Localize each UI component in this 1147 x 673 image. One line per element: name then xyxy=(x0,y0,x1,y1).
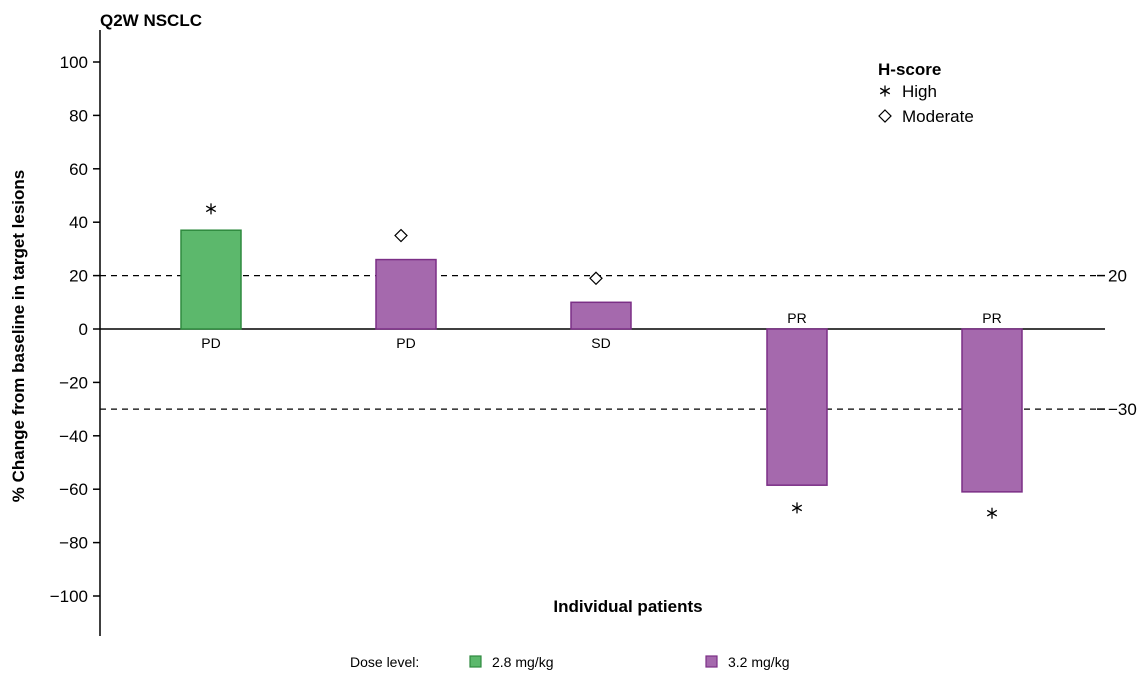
bar-patient-4 xyxy=(766,328,828,486)
y-tick-label: −20 xyxy=(59,373,88,392)
y-tick-label: 40 xyxy=(69,213,88,232)
bar-patient-3 xyxy=(570,301,632,330)
dose-legend-3-2: 3.2 mg/kg xyxy=(728,654,789,670)
bar-response-label: PR xyxy=(982,310,1001,326)
dose-swatch-3-2 xyxy=(705,655,718,668)
bar-patient-2 xyxy=(375,258,437,330)
x-axis-label: Individual patients xyxy=(553,597,702,616)
y-tick-label: −60 xyxy=(59,480,88,499)
y-tick-label: −80 xyxy=(59,534,88,553)
asterisk-icon xyxy=(879,85,891,97)
y-tick-label: 20 xyxy=(69,267,88,286)
bar-response-label: PR xyxy=(787,310,806,326)
bar-patient-5 xyxy=(961,328,1023,493)
reference-line-label: −30 xyxy=(1108,400,1137,419)
hscore-high-marker xyxy=(986,507,998,519)
bar-response-label: PD xyxy=(396,335,415,351)
y-tick-label: −100 xyxy=(50,587,88,606)
y-tick-label: 100 xyxy=(60,53,88,72)
y-tick-label: 80 xyxy=(69,106,88,125)
dose-legend-2-8: 2.8 mg/kg xyxy=(492,654,553,670)
y-tick-label: 0 xyxy=(79,320,88,339)
dose-legend: Dose level: 2.8 mg/kg 3.2 mg/kg xyxy=(350,654,789,670)
bar-patient-1 xyxy=(180,229,242,330)
hscore-legend-high: High xyxy=(902,82,937,101)
reference-line-label: 20 xyxy=(1108,267,1127,286)
y-tick-label: −40 xyxy=(59,427,88,446)
dose-legend-label: Dose level: xyxy=(350,654,419,670)
hscore-high-marker xyxy=(205,203,217,215)
hscore-legend: H-score High Moderate xyxy=(878,60,974,126)
bar-response-label: SD xyxy=(591,335,610,351)
diamond-icon xyxy=(878,109,892,123)
dose-swatch-2-8 xyxy=(469,655,482,668)
hscore-high-marker xyxy=(791,502,803,514)
hscore-legend-title: H-score xyxy=(878,60,941,79)
hscore-legend-moderate: Moderate xyxy=(902,107,974,126)
y-axis-label: % Change from baseline in target lesions xyxy=(9,170,28,503)
hscore-moderate-marker xyxy=(589,271,603,286)
y-tick-label: 60 xyxy=(69,160,88,179)
bar-response-label: PD xyxy=(201,335,220,351)
hscore-moderate-marker xyxy=(394,228,408,243)
chart-title: Q2W NSCLC xyxy=(100,11,202,30)
